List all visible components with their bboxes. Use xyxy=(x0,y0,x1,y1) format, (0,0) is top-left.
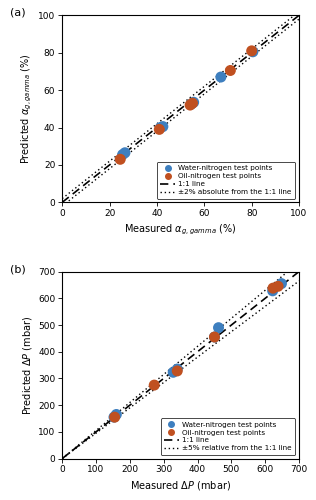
Point xyxy=(270,287,275,295)
Point xyxy=(160,122,165,130)
Point xyxy=(190,99,195,107)
Point xyxy=(112,413,117,421)
Legend: Water-nitrogen test points, Oil-nitrogen test points, 1:1 line, ±2% absolute fro: Water-nitrogen test points, Oil-nitrogen… xyxy=(157,162,295,198)
Point xyxy=(218,73,223,81)
Point xyxy=(188,101,193,109)
Point xyxy=(175,367,180,375)
Point xyxy=(189,100,194,108)
Point xyxy=(157,126,162,134)
Point xyxy=(191,98,196,106)
Point xyxy=(249,47,254,55)
Point xyxy=(112,413,117,421)
Point xyxy=(279,280,284,287)
Point xyxy=(120,150,125,158)
Point xyxy=(270,284,276,292)
Point xyxy=(114,410,119,418)
Point xyxy=(228,66,233,74)
Text: (b): (b) xyxy=(10,264,26,274)
Point xyxy=(216,324,221,332)
Point xyxy=(212,333,217,341)
Point xyxy=(175,365,180,373)
Point xyxy=(171,368,176,376)
X-axis label: Measured $\alpha_{g,gamma}$ (%): Measured $\alpha_{g,gamma}$ (%) xyxy=(124,222,237,237)
Point xyxy=(158,124,163,132)
Y-axis label: Predicted $\alpha_{g,gamma}$ (%): Predicted $\alpha_{g,gamma}$ (%) xyxy=(20,54,34,164)
Legend: Water-nitrogen test points, Oil-nitrogen test points, 1:1 line, ±5% relative fro: Water-nitrogen test points, Oil-nitrogen… xyxy=(161,418,295,455)
Text: (a): (a) xyxy=(10,8,26,18)
Point xyxy=(122,149,127,157)
Y-axis label: Predicted $\Delta P$ (mbar): Predicted $\Delta P$ (mbar) xyxy=(21,316,34,414)
Point xyxy=(212,333,217,341)
Point xyxy=(250,48,255,56)
Point xyxy=(118,156,123,164)
Point xyxy=(152,381,157,389)
Point xyxy=(276,282,281,290)
X-axis label: Measured $\Delta P$ (mbar): Measured $\Delta P$ (mbar) xyxy=(130,478,231,492)
